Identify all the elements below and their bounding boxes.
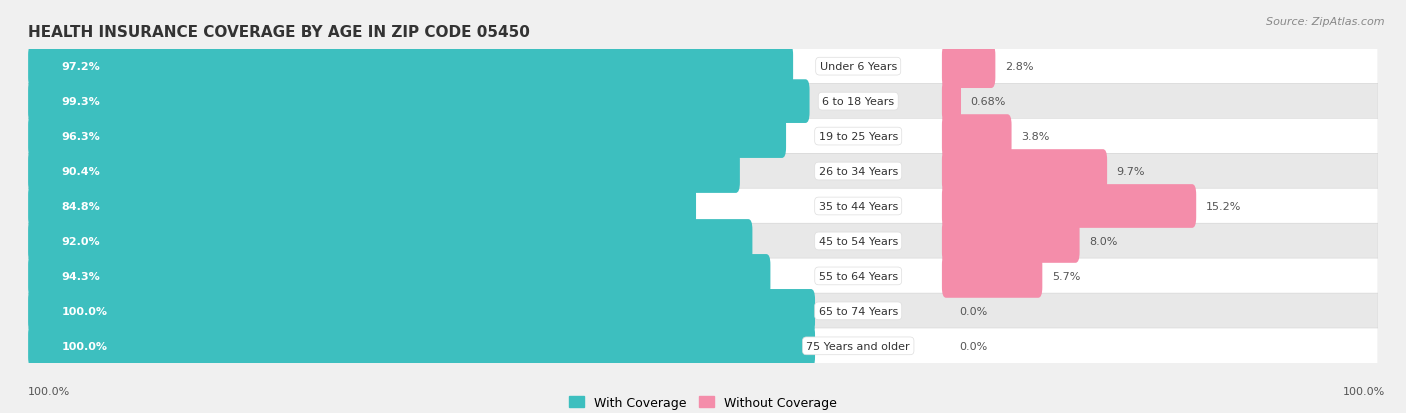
Text: 100.0%: 100.0% [62,341,108,351]
Text: 75 Years and older: 75 Years and older [807,341,910,351]
FancyBboxPatch shape [28,80,810,123]
FancyBboxPatch shape [28,185,696,228]
Text: 99.3%: 99.3% [62,97,101,107]
FancyBboxPatch shape [28,223,1378,259]
FancyBboxPatch shape [28,154,1378,190]
Text: 8.0%: 8.0% [1090,236,1118,247]
FancyBboxPatch shape [28,254,770,298]
Text: 15.2%: 15.2% [1206,202,1241,211]
Text: 9.7%: 9.7% [1116,166,1144,177]
FancyBboxPatch shape [28,119,1378,154]
FancyBboxPatch shape [28,49,1378,85]
Text: 100.0%: 100.0% [28,387,70,396]
FancyBboxPatch shape [942,220,1080,263]
FancyBboxPatch shape [28,324,815,368]
Text: 0.0%: 0.0% [959,341,987,351]
FancyBboxPatch shape [28,328,1378,364]
Text: 5.7%: 5.7% [1052,271,1080,281]
FancyBboxPatch shape [28,189,1378,224]
FancyBboxPatch shape [942,150,1107,193]
Text: 92.0%: 92.0% [62,236,100,247]
FancyBboxPatch shape [942,115,1011,159]
FancyBboxPatch shape [28,150,740,193]
Text: 97.2%: 97.2% [62,62,101,72]
Text: 84.8%: 84.8% [62,202,101,211]
FancyBboxPatch shape [28,115,786,159]
Text: Source: ZipAtlas.com: Source: ZipAtlas.com [1267,17,1385,26]
Text: 100.0%: 100.0% [1343,387,1385,396]
Text: 2.8%: 2.8% [1005,62,1033,72]
Text: 35 to 44 Years: 35 to 44 Years [818,202,898,211]
FancyBboxPatch shape [28,293,1378,329]
FancyBboxPatch shape [28,290,815,333]
FancyBboxPatch shape [28,45,793,89]
Text: 100.0%: 100.0% [62,306,108,316]
FancyBboxPatch shape [942,45,995,89]
Text: 3.8%: 3.8% [1021,132,1049,142]
FancyBboxPatch shape [942,254,1042,298]
Text: Under 6 Years: Under 6 Years [820,62,897,72]
Text: 96.3%: 96.3% [62,132,101,142]
FancyBboxPatch shape [28,259,1378,294]
FancyBboxPatch shape [942,185,1197,228]
Text: 90.4%: 90.4% [62,166,101,177]
Legend: With Coverage, Without Coverage: With Coverage, Without Coverage [564,391,842,413]
Text: 65 to 74 Years: 65 to 74 Years [818,306,898,316]
Text: HEALTH INSURANCE COVERAGE BY AGE IN ZIP CODE 05450: HEALTH INSURANCE COVERAGE BY AGE IN ZIP … [28,25,530,40]
Text: 45 to 54 Years: 45 to 54 Years [818,236,898,247]
Text: 55 to 64 Years: 55 to 64 Years [818,271,898,281]
FancyBboxPatch shape [28,220,752,263]
Text: 0.0%: 0.0% [959,306,987,316]
Text: 19 to 25 Years: 19 to 25 Years [818,132,898,142]
Text: 0.68%: 0.68% [970,97,1005,107]
FancyBboxPatch shape [28,84,1378,120]
Text: 26 to 34 Years: 26 to 34 Years [818,166,898,177]
Text: 6 to 18 Years: 6 to 18 Years [823,97,894,107]
Text: 94.3%: 94.3% [62,271,101,281]
FancyBboxPatch shape [942,80,962,123]
